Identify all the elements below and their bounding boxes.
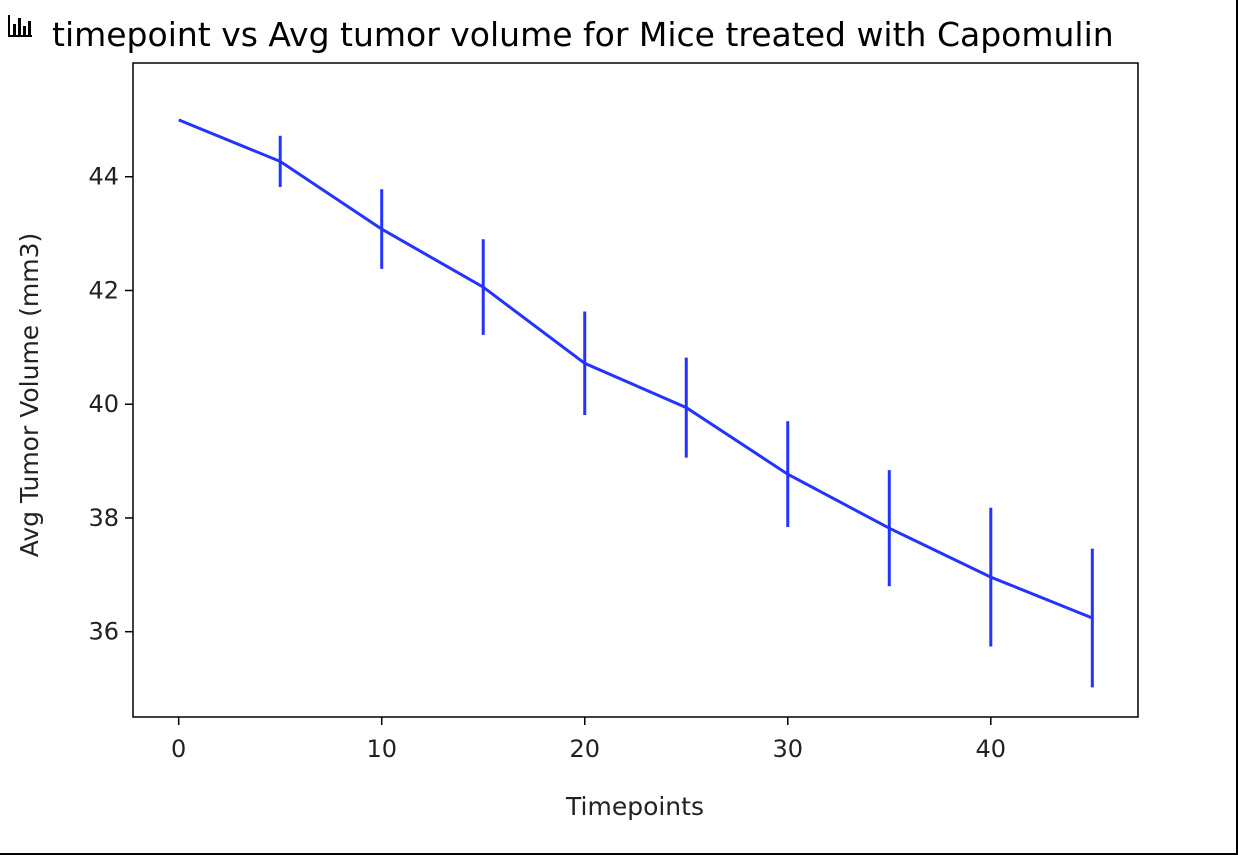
bar-chart-icon[interactable] [6,12,34,40]
x-tick-label: 20 [569,735,600,763]
chart-title: timepoint vs Avg tumor volume for Mice t… [52,15,1114,54]
y-axis: 36 38 40 42 44 [88,163,133,646]
x-axis: 0 10 20 30 40 [171,717,1006,763]
x-tick-label: 0 [171,735,186,763]
x-axis-label: Timepoints [565,792,704,821]
y-tick-label: 40 [88,390,119,418]
y-tick-label: 36 [88,618,119,646]
x-tick-label: 40 [976,735,1007,763]
x-tick-label: 30 [772,735,803,763]
y-tick-label: 44 [88,163,119,191]
y-axis-label: Avg Tumor Volume (mm3) [15,233,44,558]
y-tick-label: 42 [88,276,119,304]
series-line [178,118,1093,620]
x-tick-label: 10 [366,735,397,763]
error-bars [278,135,1094,688]
plot-area [132,62,1139,718]
y-tick-label: 38 [88,504,119,532]
